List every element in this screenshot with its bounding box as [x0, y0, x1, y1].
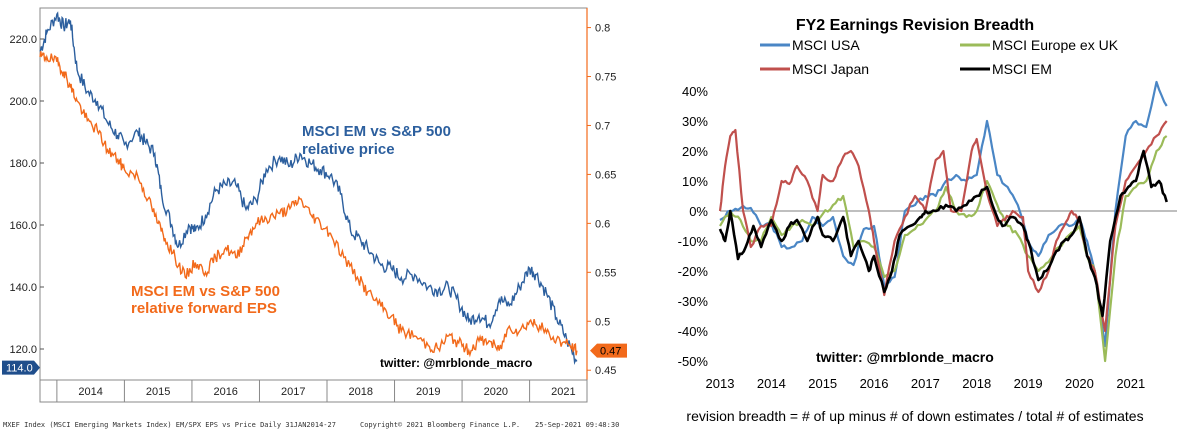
- chart-legend: MSCI USA MSCI Europe ex UK MSCI Japan MSCI …: [760, 37, 1119, 77]
- y-tick-label: -20%: [678, 264, 709, 279]
- right-labels: twitter: @mrblonde_macro revision breadth…: [686, 349, 1143, 424]
- right-series-group: [718, 80, 1168, 363]
- y-tick-label: -50%: [678, 354, 709, 369]
- left-axes: 220.0 200.0 180.0 160.0 140.0 120.0 0.8 0.75 0.7…: [9, 7, 616, 403]
- y-tick-label: 20%: [682, 144, 708, 159]
- left-y-tick-label: 200.0: [9, 96, 37, 108]
- chart-title: FY2 Earnings Revision Breadth: [796, 17, 1034, 34]
- twitter-annotation: twitter: @mrblonde_macro: [816, 349, 994, 365]
- y-tick-label: -10%: [678, 234, 709, 249]
- series-line-relative-price: [39, 11, 578, 366]
- y-tick-label: -40%: [678, 324, 709, 339]
- relative-price-label-line1: MSCI EM vs S&P 500: [302, 123, 451, 140]
- right-y-tick-label: 0.7: [595, 120, 610, 132]
- footer-timestamp: 25-Sep-2021 09:48:30: [535, 421, 619, 429]
- right-y-tick-label: 0.65: [595, 169, 616, 181]
- left-y-tick-label: 140.0: [9, 282, 37, 294]
- x-tick-label: 2015: [808, 376, 837, 391]
- y-tick-label: 40%: [682, 84, 708, 99]
- left-y-tick-label: 180.0: [9, 158, 37, 170]
- x-tick-label: 2016: [213, 386, 237, 398]
- left-last-value-tag: [2, 360, 40, 375]
- legend-label: MSCI USA: [792, 37, 860, 53]
- x-axis-band: [39, 379, 588, 403]
- left-plot-frame: [39, 7, 588, 381]
- y-tick-label: 30%: [682, 114, 708, 129]
- right-y-tick-label: 0.75: [595, 72, 616, 84]
- x-tick-label: 2014: [78, 386, 102, 398]
- twitter-annotation: twitter: @mrblonde_macro: [380, 356, 532, 370]
- x-tick-label: 2019: [1014, 376, 1043, 391]
- x-tick-label: 2017: [281, 386, 305, 398]
- revision-breadth-chart-panel: FY2 Earnings Revision Breadth MSCI USA MS…: [632, 0, 1199, 430]
- right-y-tick-label: 0.5: [595, 316, 610, 328]
- bloomberg-chart-svg: 220.0 200.0 180.0 160.0 140.0 120.0 0.8 0.75 0.7…: [2, 7, 627, 429]
- x-axis-label: revision breadth = # of up minus # of do…: [686, 408, 1143, 424]
- legend-label: MSCI Europe ex UK: [992, 37, 1119, 53]
- x-tick-label: 2017: [911, 376, 940, 391]
- y-tick-label: 0%: [689, 204, 708, 219]
- y-tick-label: 10%: [682, 174, 708, 189]
- legend-label: MSCI EM: [992, 61, 1052, 77]
- right-axes: 40% 30% 20% 10% 0% -10% -20% -30% -40% -50% 2013 20…: [678, 84, 1177, 391]
- left-y-tick-label: 220.0: [9, 34, 37, 46]
- legend-label: MSCI Japan: [792, 61, 869, 77]
- series-line-msci-em: [718, 149, 1168, 318]
- y-tick-label: -30%: [678, 294, 709, 309]
- relative-eps-label-line2: relative forward EPS: [131, 300, 277, 317]
- left-y-tick-label: 160.0: [9, 220, 37, 232]
- x-tick-label: 2015: [146, 386, 170, 398]
- x-tick-label: 2013: [706, 376, 735, 391]
- right-last-value-label: 0.47: [600, 346, 621, 358]
- footer-source: MXEF Index (MSCI Emerging Markets Index)…: [3, 421, 336, 429]
- left-y-tick-label: 120.0: [9, 344, 37, 356]
- x-tick-label: 2016: [860, 376, 889, 391]
- x-tick-label: 2014: [757, 376, 786, 391]
- x-tick-label: 2020: [1065, 376, 1094, 391]
- x-tick-label: 2021: [1116, 376, 1145, 391]
- footer-copyright: Copyright© 2021 Bloomberg Finance L.P.: [360, 421, 520, 429]
- left-series-group: [39, 11, 578, 366]
- right-y-tick-label: 0.45: [595, 365, 616, 377]
- bloomberg-chart-panel: 220.0 200.0 180.0 160.0 140.0 120.0 0.8 0.75 0.7…: [2, 7, 627, 429]
- right-y-tick-label: 0.55: [595, 267, 616, 279]
- relative-price-label-line2: relative price: [302, 141, 395, 158]
- x-tick-label: 2018: [349, 386, 373, 398]
- left-last-value-label: 114.0: [6, 363, 33, 375]
- x-tick-label: 2021: [551, 386, 575, 398]
- right-last-value-tag: [590, 343, 627, 358]
- series-line-msci-usa: [719, 80, 1168, 348]
- right-y-tick-label: 0.8: [595, 23, 610, 35]
- x-tick-label: 2019: [416, 386, 440, 398]
- right-y-tick-label: 0.6: [595, 218, 610, 230]
- series-line-relative-eps: [39, 51, 578, 358]
- x-tick-label: 2020: [484, 386, 508, 398]
- relative-eps-label-line1: MSCI EM vs S&P 500: [131, 283, 280, 300]
- revision-breadth-chart-svg: FY2 Earnings Revision Breadth MSCI USA MS…: [678, 17, 1177, 424]
- x-tick-label: 2018: [962, 376, 991, 391]
